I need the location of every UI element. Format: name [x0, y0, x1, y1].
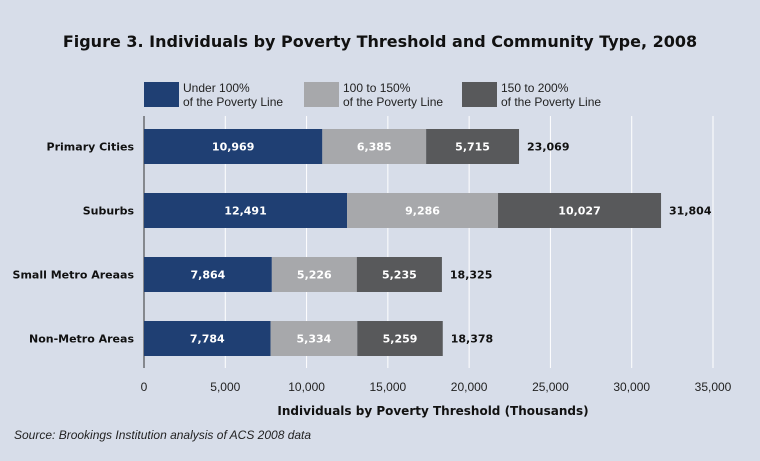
bar-value-label: 10,027 [558, 205, 600, 218]
legend-label: 100 to 150% [343, 81, 411, 95]
bar-total-label: 31,804 [669, 205, 712, 218]
bar-segment [322, 129, 427, 164]
legend-label: Under 100% [183, 81, 250, 95]
x-tick-label: 5,000 [210, 380, 240, 394]
bar-value-label: 5,226 [297, 269, 332, 282]
category-label: Suburbs [83, 205, 135, 218]
bar-total-label: 18,325 [450, 269, 492, 282]
x-tick-label: 30,000 [613, 380, 650, 394]
x-tick-label: 15,000 [370, 380, 407, 394]
bar-segment [356, 257, 442, 292]
bar-segment [347, 193, 499, 228]
bar-value-label: 12,491 [224, 205, 266, 218]
legend-label: of the Poverty Line [343, 95, 443, 109]
bar-value-label: 5,259 [383, 333, 418, 346]
bar-value-label: 10,969 [212, 141, 254, 154]
bar-segment [357, 321, 443, 356]
x-axis-label: Individuals by Poverty Threshold (Thousa… [277, 404, 588, 418]
legend-label: of the Poverty Line [501, 95, 601, 109]
source-note: Source: Brookings Institution analysis o… [14, 428, 312, 442]
bar-segment [498, 193, 662, 228]
legend-swatch [144, 82, 179, 107]
x-tick-label: 35,000 [695, 380, 732, 394]
bar-value-label: 5,715 [455, 141, 490, 154]
bar-value-label: 6,385 [357, 141, 392, 154]
category-label: Small Metro Areaas [13, 269, 135, 282]
bar-value-label: 5,334 [297, 333, 332, 346]
bar-segment [144, 193, 348, 228]
bar-segment [144, 321, 271, 356]
x-tick-label: 10,000 [288, 380, 325, 394]
bar-total-label: 18,378 [451, 333, 493, 346]
category-label: Non-Metro Areas [29, 333, 134, 346]
chart-title: Figure 3. Individuals by Poverty Thresho… [62, 32, 698, 51]
x-tick-label: 0 [141, 380, 148, 394]
bar-segment [271, 257, 357, 292]
legend-swatch [304, 82, 339, 107]
bar-value-label: 9,286 [405, 205, 440, 218]
legend-label: 150 to 200% [501, 81, 569, 95]
bar-segment [426, 129, 520, 164]
legend-swatch [462, 82, 497, 107]
bar-value-label: 7,784 [190, 333, 225, 346]
bar-segment [144, 129, 323, 164]
x-tick-label: 20,000 [451, 380, 488, 394]
bar-value-label: 7,864 [191, 269, 226, 282]
bar-segment [270, 321, 358, 356]
legend-label: of the Poverty Line [183, 95, 283, 109]
bar-total-label: 23,069 [527, 141, 569, 154]
x-tick-label: 25,000 [532, 380, 569, 394]
bar-segment [144, 257, 272, 292]
category-label: Primary Cities [47, 141, 135, 154]
bar-value-label: 5,235 [382, 269, 417, 282]
